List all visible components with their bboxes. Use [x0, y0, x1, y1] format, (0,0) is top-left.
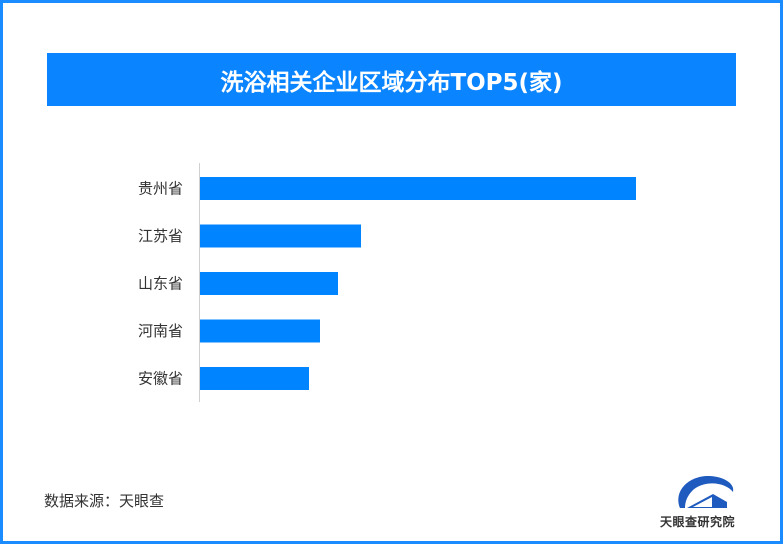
category-label: 贵州省: [138, 180, 183, 198]
bar-2: [200, 272, 338, 295]
data-source: 数据来源：天眼查: [44, 492, 165, 510]
category-label: 河南省: [138, 322, 183, 340]
logo-text: 天眼查研究院: [660, 515, 736, 529]
bar-1: [200, 224, 361, 248]
bar-4: [200, 367, 309, 390]
category-label: 安徽省: [138, 370, 183, 388]
category-label: 山东省: [138, 275, 183, 293]
tianyancha-logo: [678, 475, 734, 508]
chart-title: 洗浴相关企业区域分布TOP5(家): [47, 53, 736, 106]
category-label: 江苏省: [138, 227, 183, 245]
bar-0: [200, 177, 636, 200]
bar-3: [200, 319, 320, 343]
